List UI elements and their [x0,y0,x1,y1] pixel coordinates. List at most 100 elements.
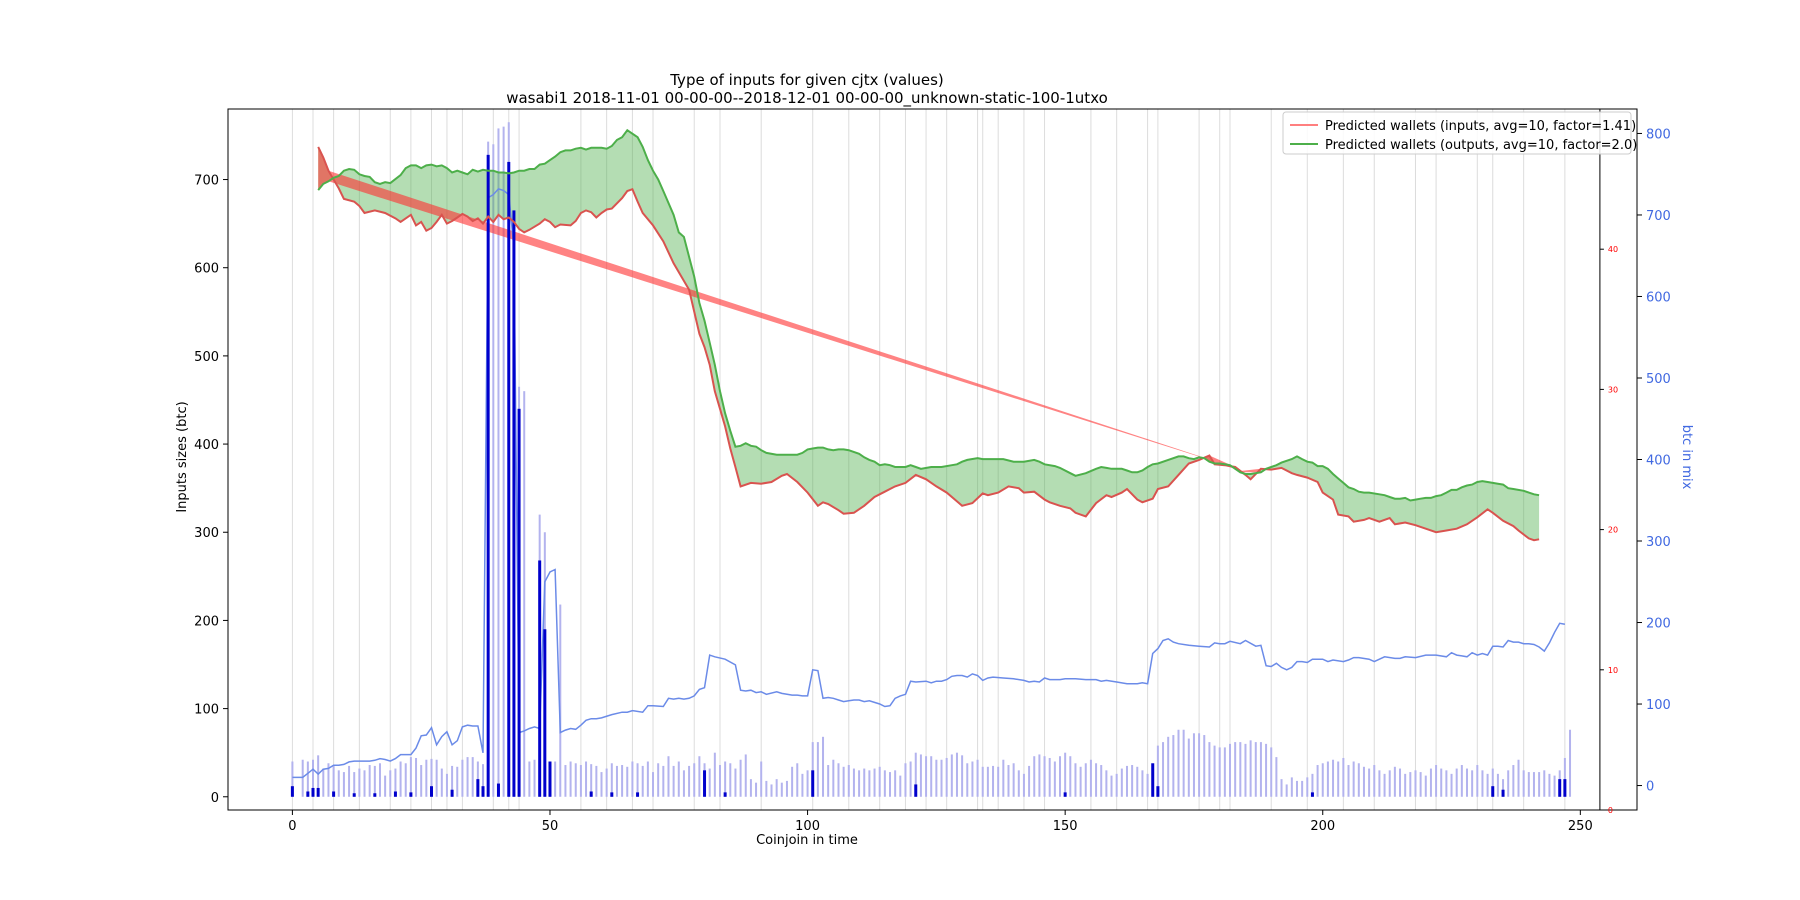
input-bar-dark [316,787,320,797]
input-bar-light [626,766,629,797]
input-bar-light [332,765,335,797]
x-tick-label: 100 [795,819,820,834]
input-bar-light [816,742,819,797]
input-bar-light [1167,736,1170,797]
x-tick-label: 200 [1310,819,1335,834]
input-bar-light [1265,743,1268,797]
input-bar-light [693,763,696,797]
x-tick-label: 50 [542,819,559,834]
input-bar-light [497,128,500,797]
input-bar-dark [311,787,315,797]
input-bar-light [1481,770,1484,797]
y2-tick-label: 100 [1646,698,1671,713]
input-bar-light [1306,777,1309,797]
y-tick-label: 200 [194,614,219,629]
input-bar-light [760,761,763,797]
input-bar-light [1249,740,1252,797]
input-bar-light [863,768,866,797]
input-bar-light [1569,729,1572,797]
input-bar-light [1450,773,1453,797]
input-bar-dark [1063,792,1067,797]
input-bar-light [456,766,459,797]
input-bar-light [832,759,835,797]
input-bar-light [1455,768,1458,797]
fill-outputs-above-inputs [318,130,1540,541]
input-bar-light [1507,770,1510,797]
input-bar-light [363,770,366,797]
input-bar-dark [1491,786,1495,797]
input-bar-light [713,752,716,797]
input-bar-light [785,780,788,797]
input-bar-light [858,770,861,797]
input-bar-dark [610,792,614,797]
input-bar-light [1280,779,1283,797]
input-bar-light [564,765,567,797]
input-bar-light [652,772,655,797]
input-bar-light [1399,768,1402,797]
input-bar-light [1496,773,1499,797]
y2-tick-label: 500 [1646,372,1671,387]
input-bar-dark [1501,789,1505,797]
input-bar-light [415,757,418,797]
input-bar-light [878,766,881,797]
input-bar-light [930,756,933,797]
input-bar-light [667,756,670,797]
input-bar-light [1290,777,1293,797]
input-bar-light [1141,770,1144,797]
input-bar-light [677,761,680,797]
input-bar-light [1069,756,1072,797]
input-bar-dark [548,761,552,797]
input-bar-light [1105,770,1108,797]
input-bar-light [466,757,469,797]
input-bar-light [1234,742,1237,797]
input-bar-light [672,765,675,797]
input-bar-light [1517,759,1520,797]
input-bar-light [801,773,804,797]
input-bar-dark [723,792,727,797]
input-bar-light [847,765,850,797]
input-bar-dark [1151,763,1155,797]
input-bar-light [384,775,387,797]
input-bar-light [755,782,758,797]
input-bar-light [1491,768,1494,797]
input-bar-light [631,761,634,797]
y2-axis-label: btc in mix [1679,425,1694,490]
input-bar-light [1198,733,1201,797]
input-bar-light [1053,761,1056,797]
input-bar-light [1017,770,1020,797]
input-bar-light [1089,759,1092,797]
input-bar-light [1239,742,1242,797]
input-bar-light [646,761,649,797]
input-bar-light [451,765,454,797]
input-bar-light [1424,775,1427,797]
input-bar-light [775,779,778,797]
input-bar-light [1378,770,1381,797]
input-bar-light [1213,745,1216,797]
input-bar-dark [703,770,707,797]
input-bar-light [348,765,351,797]
input-bar-light [342,772,345,797]
input-bar-light [796,763,799,797]
input-bar-light [1100,765,1103,797]
input-bar-dark [507,161,511,797]
input-bar-dark [512,210,516,797]
input-bar-light [1131,765,1134,797]
input-bar-light [971,761,974,797]
input-bar-light [1208,742,1211,797]
input-bar-light [1388,770,1391,797]
input-bar-light [1352,761,1355,797]
input-bar-light [1012,763,1015,797]
input-bar-light [1028,765,1031,797]
y3-tick-label: 20 [1608,526,1618,535]
input-bar-light [992,765,995,797]
y2-tick-label: 0 [1646,780,1654,795]
y2-tick-label: 400 [1646,454,1671,469]
input-bar-light [306,761,309,797]
input-bar-light [621,765,624,797]
input-bar-light [1038,754,1041,797]
input-bar-light [1301,780,1304,797]
input-bar-light [734,768,737,797]
input-bar-dark [589,791,593,797]
input-bar-light [688,765,691,797]
input-bar-light [765,780,768,797]
